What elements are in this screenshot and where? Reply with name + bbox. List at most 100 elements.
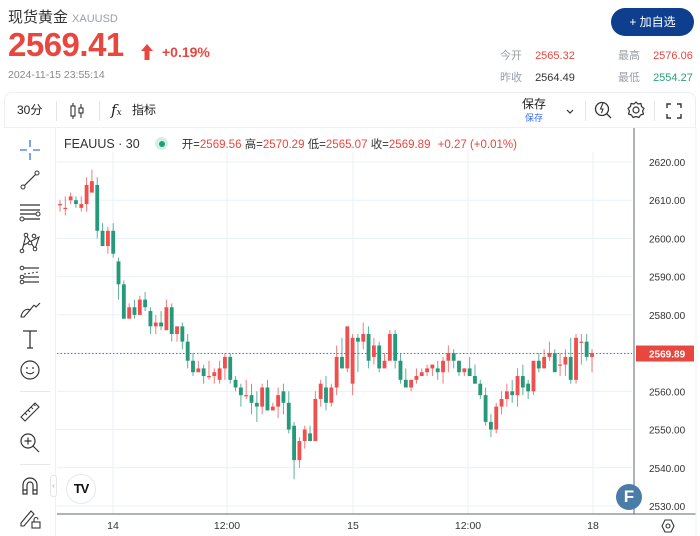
- candle-body: [574, 337, 578, 380]
- horizontal-lines-icon[interactable]: [18, 200, 42, 224]
- fib-retracement-icon[interactable]: [18, 263, 42, 287]
- toolbar-divider: [654, 101, 655, 121]
- candle-body: [175, 326, 179, 334]
- time-tick-label: 14: [107, 520, 119, 532]
- candle-body: [510, 391, 515, 396]
- candle-body: [345, 326, 350, 369]
- candle-body: [265, 387, 270, 411]
- candle-body: [552, 353, 557, 373]
- change-percent: +0.19%: [162, 44, 210, 60]
- candle-body: [228, 356, 233, 380]
- time-tick-label: 18: [587, 520, 599, 532]
- fullscreen-icon[interactable]: [665, 102, 683, 120]
- crosshair-icon[interactable]: [18, 138, 42, 162]
- stat-open-value: 2565.32: [535, 50, 575, 62]
- ruler-icon[interactable]: [18, 400, 42, 424]
- candle-body: [270, 406, 275, 411]
- gear-icon[interactable]: [626, 100, 646, 120]
- candle-body: [499, 398, 504, 407]
- candle-body: [584, 341, 589, 357]
- candle-body: [260, 387, 265, 407]
- candle-body: [478, 383, 483, 396]
- candle-body: [403, 379, 408, 388]
- candle-body: [393, 333, 398, 361]
- candle-body: [79, 204, 84, 208]
- brush-icon[interactable]: [18, 296, 42, 320]
- legend-change: +0.27 (+0.01%): [437, 139, 517, 151]
- current-price: 2569.41: [8, 26, 124, 63]
- stat-low-value: 2554.27: [653, 72, 693, 84]
- magnet-icon[interactable]: [18, 474, 42, 498]
- pattern-icon[interactable]: [18, 231, 42, 255]
- candle-body: [366, 333, 371, 361]
- broker-badge-icon[interactable]: F: [616, 484, 642, 510]
- candle-body: [212, 372, 217, 377]
- tradingview-logo[interactable]: TV: [66, 474, 96, 504]
- candle-body: [153, 322, 158, 327]
- candle-body: [185, 341, 190, 361]
- legend-symbol: FEAUUS · 30: [64, 137, 140, 151]
- function-icon: fx: [111, 101, 122, 119]
- last-price-tag-label: 2569.89: [649, 350, 686, 361]
- trend-line-icon[interactable]: [18, 168, 42, 192]
- candle-body: [547, 353, 552, 357]
- stat-low-label: 最低: [618, 72, 640, 84]
- candle-body: [563, 356, 568, 365]
- candle-body: [281, 391, 286, 403]
- candle-body: [558, 364, 562, 366]
- lock-drawings-icon[interactable]: [18, 506, 42, 530]
- candle-body: [473, 376, 477, 384]
- candle-body: [116, 261, 121, 285]
- candle-body: [244, 395, 249, 397]
- axis-settings-icon[interactable]: [660, 518, 676, 534]
- candle-body: [58, 204, 62, 206]
- toolbar-divider: [56, 101, 57, 121]
- candle-body: [74, 200, 78, 205]
- drawing-toolbar: [4, 128, 56, 536]
- candle-body: [292, 425, 296, 461]
- candle-type-icon[interactable]: [69, 102, 85, 120]
- candle-body: [446, 353, 451, 361]
- stat-prev-close-label: 昨收: [500, 72, 522, 84]
- candle-body: [143, 299, 148, 308]
- indicators-button[interactable]: 指标: [132, 103, 157, 117]
- collapse-toolbar-handle[interactable]: ‹: [50, 475, 57, 497]
- chevron-down-icon[interactable]: [565, 106, 575, 116]
- candle-body: [467, 368, 472, 377]
- candle-body: [63, 207, 68, 210]
- toolbar-divider: [585, 101, 586, 121]
- stat-high-value: 2576.06: [653, 50, 693, 62]
- candle-body: [90, 181, 94, 193]
- price-tick-label: 2610.00: [649, 196, 686, 207]
- save-button[interactable]: 保存 保存: [521, 97, 547, 125]
- candle-body: [515, 376, 520, 396]
- up-arrow-icon: [141, 44, 153, 60]
- quick-search-icon[interactable]: [593, 100, 613, 120]
- candle-body: [127, 307, 132, 319]
- candle-body: [483, 395, 488, 422]
- candle-body: [286, 402, 291, 430]
- candle-body: [324, 387, 328, 403]
- candle-body: [223, 356, 227, 369]
- toolbar-divider: [20, 464, 50, 465]
- candle-body: [238, 387, 243, 396]
- price-tick-label: 2560.00: [649, 387, 686, 398]
- stat-high: 最高 2576.06: [618, 47, 693, 63]
- candle-body: [191, 360, 195, 373]
- emoji-icon[interactable]: [18, 358, 42, 382]
- price-tick-label: 2620.00: [649, 158, 686, 169]
- add-watchlist-button[interactable]: + 加自选: [611, 8, 694, 36]
- candle-body: [180, 326, 185, 342]
- candle-body: [504, 391, 509, 399]
- candle-body: [526, 383, 531, 392]
- interval-selector[interactable]: 30分: [17, 103, 43, 117]
- candle-body: [159, 322, 163, 327]
- legend-close-value: 2569.89: [388, 139, 431, 151]
- text-tool-icon[interactable]: [18, 327, 42, 351]
- candle-body: [387, 333, 392, 361]
- zoom-in-icon[interactable]: [18, 431, 42, 455]
- candle-body: [297, 441, 302, 461]
- candle-body: [111, 230, 116, 254]
- candle-body: [398, 360, 403, 380]
